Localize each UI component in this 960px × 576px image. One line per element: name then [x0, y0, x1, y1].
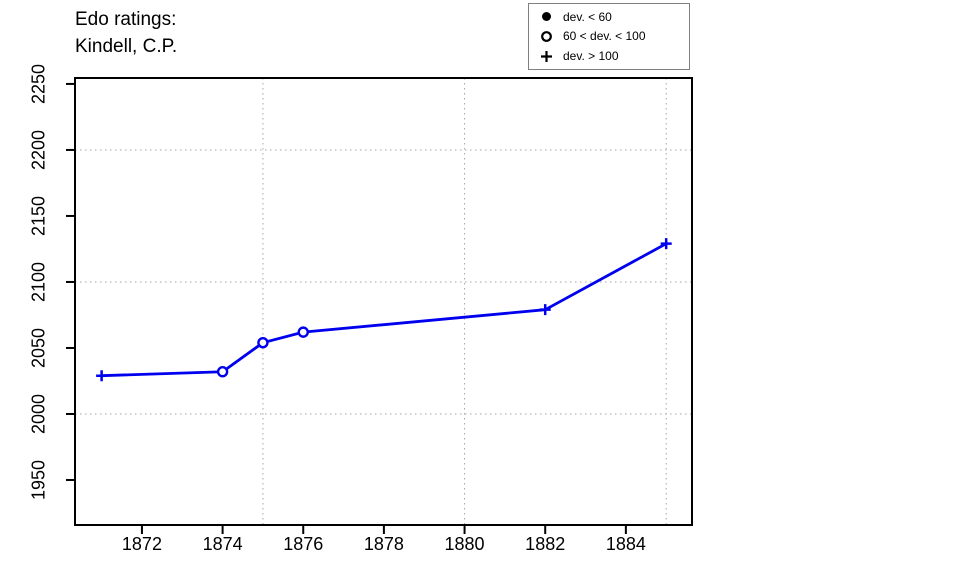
x-tick-label: 1878 — [363, 534, 404, 554]
x-tick-label: 1876 — [283, 534, 324, 554]
y-tick-label: 2150 — [28, 195, 49, 236]
data-point-open-circle — [297, 326, 309, 338]
y-tick-label: 2100 — [28, 261, 49, 302]
y-tick-label: 2000 — [28, 393, 49, 434]
data-point-plus — [539, 304, 551, 316]
x-tick-label: 1872 — [121, 534, 162, 554]
circle-filled-icon — [529, 9, 563, 24]
y-tick-label: 2200 — [28, 129, 49, 170]
x-tick-label: 1884 — [605, 534, 646, 554]
circle-open-icon — [529, 29, 563, 44]
data-point-plus — [660, 238, 672, 250]
y-tick-label: 1950 — [28, 459, 49, 500]
rating-line — [100, 242, 668, 378]
data-point-plus — [96, 370, 108, 382]
y-tick-label: 2050 — [28, 327, 49, 368]
legend-label: dev. < 60 — [563, 9, 612, 24]
legend-item: dev. > 100 — [529, 47, 689, 65]
x-tick-label: 1880 — [444, 534, 485, 554]
legend-item: 60 < dev. < 100 — [529, 27, 689, 45]
data-point-open-circle — [216, 366, 229, 378]
legend: dev. < 60 60 < dev. < 100 dev. > 100 — [528, 3, 690, 70]
chart-title: Edo ratings: Kindell, C.P. — [75, 6, 177, 60]
x-tick-label: 1874 — [202, 534, 243, 554]
chart-title-line2: Kindell, C.P. — [75, 36, 178, 57]
plot-border — [74, 77, 693, 526]
legend-item: dev. < 60 — [529, 8, 689, 26]
legend-label: dev. > 100 — [563, 49, 619, 64]
x-tick-label: 1882 — [525, 534, 566, 554]
chart-title-line1: Edo ratings: — [75, 9, 177, 30]
data-point-open-circle — [257, 336, 269, 349]
legend-label: 60 < dev. < 100 — [563, 29, 646, 44]
y-tick-label: 2250 — [28, 63, 49, 104]
plus-icon — [529, 49, 563, 64]
